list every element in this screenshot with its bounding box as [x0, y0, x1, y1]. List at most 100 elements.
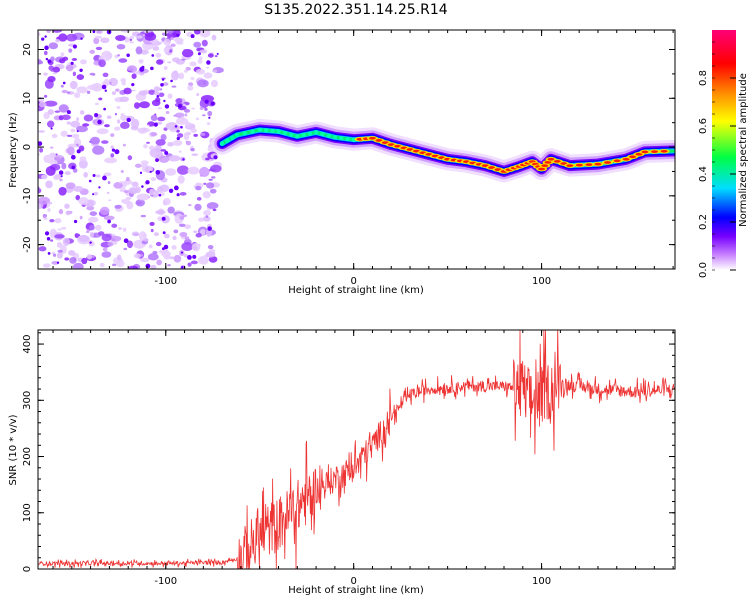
noise-blob	[51, 133, 58, 139]
ridge-hotspot	[301, 132, 306, 138]
noise-blob	[109, 81, 112, 85]
noise-blob	[76, 86, 88, 94]
snr-ticks: -100 0 100 0 100 200 300 400	[22, 330, 675, 587]
noise-blob	[138, 90, 148, 96]
noise-blob	[193, 230, 198, 233]
noise-blob	[58, 209, 64, 215]
noise-blob	[106, 115, 112, 120]
noise-blob	[140, 214, 146, 218]
ridge-hotspot	[307, 131, 313, 136]
noise-blob	[92, 255, 95, 259]
noise-blob	[190, 147, 195, 152]
noise-blob	[214, 55, 218, 58]
noise-peak	[208, 116, 211, 119]
noise-blob	[47, 201, 53, 205]
spectrogram-y-tick-label: -20	[22, 236, 33, 252]
noise-blob	[88, 216, 99, 223]
noise-blob	[117, 54, 120, 57]
spectrogram-x-tick-label: -100	[154, 276, 177, 287]
noise-blob	[176, 117, 189, 125]
noise-blob	[205, 215, 209, 218]
noise-blob	[52, 253, 57, 257]
ridge-hotspot	[320, 131, 325, 137]
noise-blob	[152, 46, 160, 51]
noise-blob	[50, 56, 55, 62]
noise-peak	[176, 33, 180, 37]
noise-blob	[115, 88, 120, 92]
noise-peak	[103, 107, 107, 111]
noise-peak	[163, 99, 166, 103]
noise-blob	[51, 261, 59, 265]
noise-blob	[212, 69, 218, 73]
noise-blob	[79, 156, 87, 162]
noise-peak	[73, 219, 78, 224]
noise-peak	[70, 154, 76, 160]
noise-blob	[98, 59, 106, 68]
noise-blob	[143, 238, 149, 242]
noise-blob	[125, 176, 130, 182]
noise-blob	[47, 208, 51, 212]
snr-plot-area	[38, 330, 675, 569]
noise-blob	[170, 43, 176, 47]
noise-blob	[198, 217, 204, 222]
noise-blob	[110, 145, 114, 149]
noise-peak	[92, 30, 96, 34]
noise-blob	[157, 107, 163, 110]
noise-peak	[182, 158, 185, 161]
noise-blob	[157, 116, 166, 122]
noise-peak	[79, 68, 83, 73]
noise-blob	[195, 117, 200, 121]
noise-blob	[102, 81, 106, 86]
noise-blob	[195, 182, 201, 187]
noise-blob	[128, 41, 134, 44]
noise-blob	[179, 232, 188, 237]
noise-blob	[127, 155, 133, 161]
spectrogram-y-tick-label: 20	[22, 43, 33, 56]
noise-blob	[71, 58, 78, 61]
noise-blob	[115, 260, 125, 268]
noise-blob	[183, 253, 189, 258]
noise-peak	[41, 37, 45, 41]
spectrogram-y-axis-label: Frequency (Hz)	[8, 112, 19, 188]
noise-peak	[145, 263, 151, 269]
noise-blob	[56, 242, 63, 248]
noise-blob	[144, 32, 157, 41]
noise-blob	[201, 39, 208, 47]
noise-blob	[159, 41, 164, 44]
noise-blob	[76, 117, 80, 122]
noise-blob	[171, 245, 177, 250]
spectrogram-y-tick-label: -10	[22, 188, 33, 204]
ridge-hotspot	[219, 141, 225, 146]
ridge-hotspot-core	[541, 164, 549, 168]
noise-blob	[208, 178, 213, 181]
noise-blob	[205, 251, 216, 258]
ridge-hotspot-core	[635, 152, 643, 156]
noise-blob	[38, 196, 51, 205]
ridge-hotspot-core	[575, 163, 583, 167]
noise-peak	[44, 231, 50, 236]
noise-blob	[53, 175, 61, 180]
colorbar: 0.0 0.2 0.4 0.6 0.8 Normalized spectral ampl…	[698, 30, 749, 278]
noise-blob	[86, 90, 91, 94]
spectrogram-x-tick-label: 0	[350, 276, 356, 287]
noise-blob	[114, 126, 121, 131]
noise-peak	[145, 180, 150, 185]
noise-blob	[196, 196, 202, 201]
noise-blob	[52, 72, 57, 75]
snr-x-tick-label: -100	[154, 576, 177, 587]
noise-blob	[181, 58, 186, 61]
noise-blob	[57, 249, 63, 253]
noise-peak	[89, 241, 92, 244]
noise-blob	[99, 206, 110, 216]
noise-blob	[164, 233, 170, 239]
noise-blob	[160, 149, 167, 152]
noise-blob	[202, 215, 211, 222]
spectrogram-frame	[37, 29, 676, 270]
ridge-hotspot	[242, 131, 248, 136]
noise-blob	[68, 48, 73, 53]
noise-blob	[155, 209, 166, 215]
noise-blob	[121, 81, 126, 86]
ridge-hotspot-core	[538, 167, 546, 171]
noise-blob	[158, 92, 165, 98]
noise-blob	[147, 253, 159, 261]
